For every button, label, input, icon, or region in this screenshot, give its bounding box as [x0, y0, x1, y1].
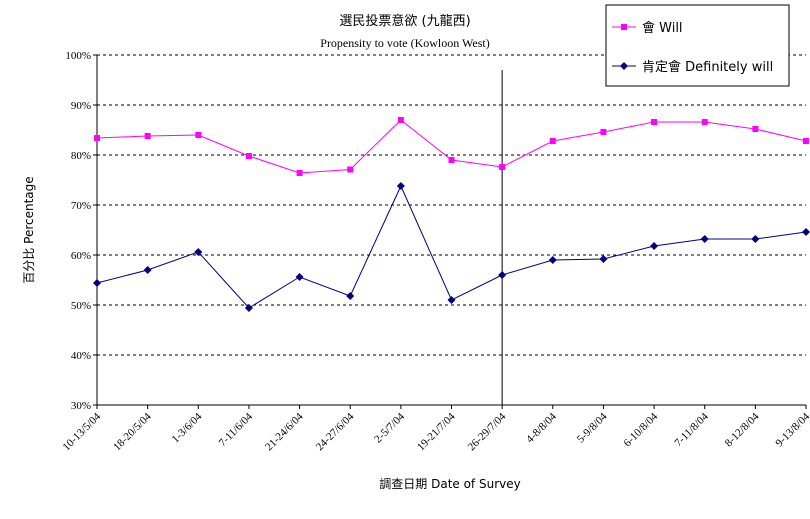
data-point-will: [397, 117, 404, 123]
x-tick-label: 9-13/8/04: [773, 410, 810, 449]
data-point-definitely: [650, 242, 659, 250]
legend-marker-definitely: [620, 62, 628, 70]
data-point-will: [600, 129, 607, 135]
x-tick-label: 8-12/8/04: [723, 410, 762, 449]
y-tick-label: 60%: [71, 250, 91, 262]
gridlines: [97, 54, 806, 356]
data-point-definitely: [751, 235, 760, 243]
legend-marker-will: [621, 24, 627, 30]
data-point-definitely: [396, 182, 405, 190]
axes: [96, 55, 806, 406]
data-point-will: [752, 126, 759, 132]
x-tick-label: 2-5/7/04: [372, 410, 407, 445]
y-tick-label: 100%: [65, 50, 91, 62]
x-tick-label: 10-13/5/04: [60, 410, 103, 453]
chart-title: 選民投票意欲 (九龍西): [339, 13, 470, 29]
data-point-will: [245, 153, 252, 159]
data-point-will: [296, 170, 303, 176]
x-tick-label: 7-11/6/04: [217, 410, 256, 449]
x-axis-ticks: 10-13/5/04 18-20/5/04 1-3/6/04 7-11/6/04 21-…: [60, 405, 810, 453]
x-tick-label: 18-20/5/04: [111, 410, 154, 453]
x-tick-label: 7-11/8/04: [672, 410, 711, 449]
x-tick-label: 24-27/6/04: [314, 410, 357, 453]
data-point-will: [651, 119, 658, 125]
data-point-definitely: [143, 266, 152, 274]
x-tick-label: 21-24/6/04: [263, 410, 306, 453]
y-tick-label: 80%: [71, 150, 91, 162]
series-line-0: [96, 119, 807, 174]
data-point-definitely: [346, 292, 355, 300]
chart-subtitle: Propensity to vote (Kowloon West): [320, 36, 489, 50]
legend: 會 Will 肯定會 Definitely will: [605, 4, 790, 87]
y-tick-label: 70%: [71, 200, 91, 212]
x-tick-label: 19-21/7/04: [415, 410, 458, 453]
data-point-will: [347, 166, 354, 173]
data-point-will: [803, 138, 809, 144]
data-point-definitely: [498, 271, 507, 279]
x-tick-label: 26-29/7/04: [466, 410, 509, 453]
y-tick-label: 90%: [71, 100, 91, 112]
legend-label-definitely: 肯定會 Definitely will: [642, 60, 773, 75]
y-axis-ticks: 30% 40% 50% 60% 70% 80% 90% 100%: [65, 50, 97, 412]
x-tick-label: 5-9/8/04: [575, 410, 610, 445]
x-tick-label: 4-8/8/04: [524, 410, 559, 445]
data-point-will: [144, 133, 151, 139]
data-point-will: [549, 138, 556, 144]
y-tick-label: 30%: [71, 400, 91, 412]
x-tick-label: 1-3/6/04: [170, 410, 205, 445]
legend-box: [605, 4, 790, 87]
data-point-definitely: [548, 256, 557, 264]
data-point-will: [499, 164, 506, 170]
data-point-will: [701, 119, 708, 125]
y-tick-label: 40%: [71, 350, 91, 362]
x-axis-label: 調查日期 Date of Survey: [379, 477, 520, 491]
data-point-definitely: [93, 279, 101, 287]
y-axis-label: 百分比 Percentage: [22, 176, 36, 283]
data-point-definitely: [244, 304, 253, 312]
series-line-1: [96, 184, 807, 309]
x-tick-label: 6-10/8/04: [621, 410, 660, 449]
data-point-will: [94, 135, 100, 141]
data-point-definitely: [599, 255, 608, 263]
data-point-will: [448, 157, 455, 163]
legend-label-will: 會 Will: [642, 21, 683, 36]
data-point-definitely: [700, 235, 709, 243]
series-group: [93, 117, 810, 312]
data-point-definitely: [194, 248, 203, 256]
data-point-definitely: [802, 228, 810, 236]
data-point-definitely: [295, 273, 304, 281]
data-point-definitely: [447, 296, 456, 304]
data-point-will: [195, 132, 202, 138]
y-tick-label: 50%: [71, 300, 91, 312]
